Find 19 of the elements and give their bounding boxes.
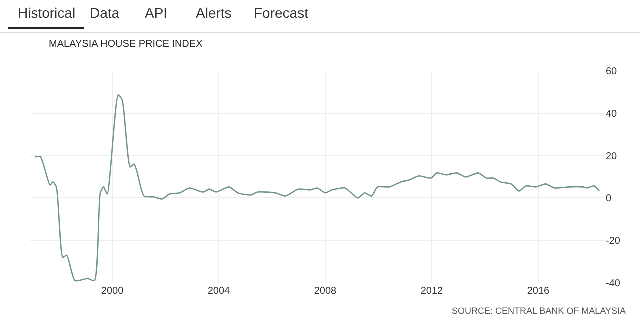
text: Historical <box>8 5 84 29</box>
source-note: SOURCE: CENTRAL BANK OF MALAYSIA <box>452 306 626 316</box>
x-tick-label: 2008 <box>314 286 338 297</box>
text: Data <box>90 5 120 23</box>
y-tick-label: -40 <box>606 278 621 290</box>
x-tick-label: 2004 <box>208 286 231 297</box>
x-tick-label: 2000 <box>101 286 124 297</box>
text: Alerts <box>196 5 232 23</box>
text: API <box>145 5 168 23</box>
y-tick-label: 60 <box>606 66 618 78</box>
line-series <box>34 94 600 282</box>
y-tick-label: -20 <box>606 236 621 248</box>
y-tick-label: 0 <box>606 194 612 205</box>
x-tick-label: 2016 <box>527 286 550 297</box>
y-tick-label: 40 <box>606 108 618 120</box>
chart-title: MALAYSIA HOUSE PRICE INDEX <box>49 39 204 50</box>
x-tick-label: 2012 <box>420 286 444 297</box>
y-tick-label: 20 <box>606 151 618 162</box>
text: Forecast <box>254 5 308 23</box>
